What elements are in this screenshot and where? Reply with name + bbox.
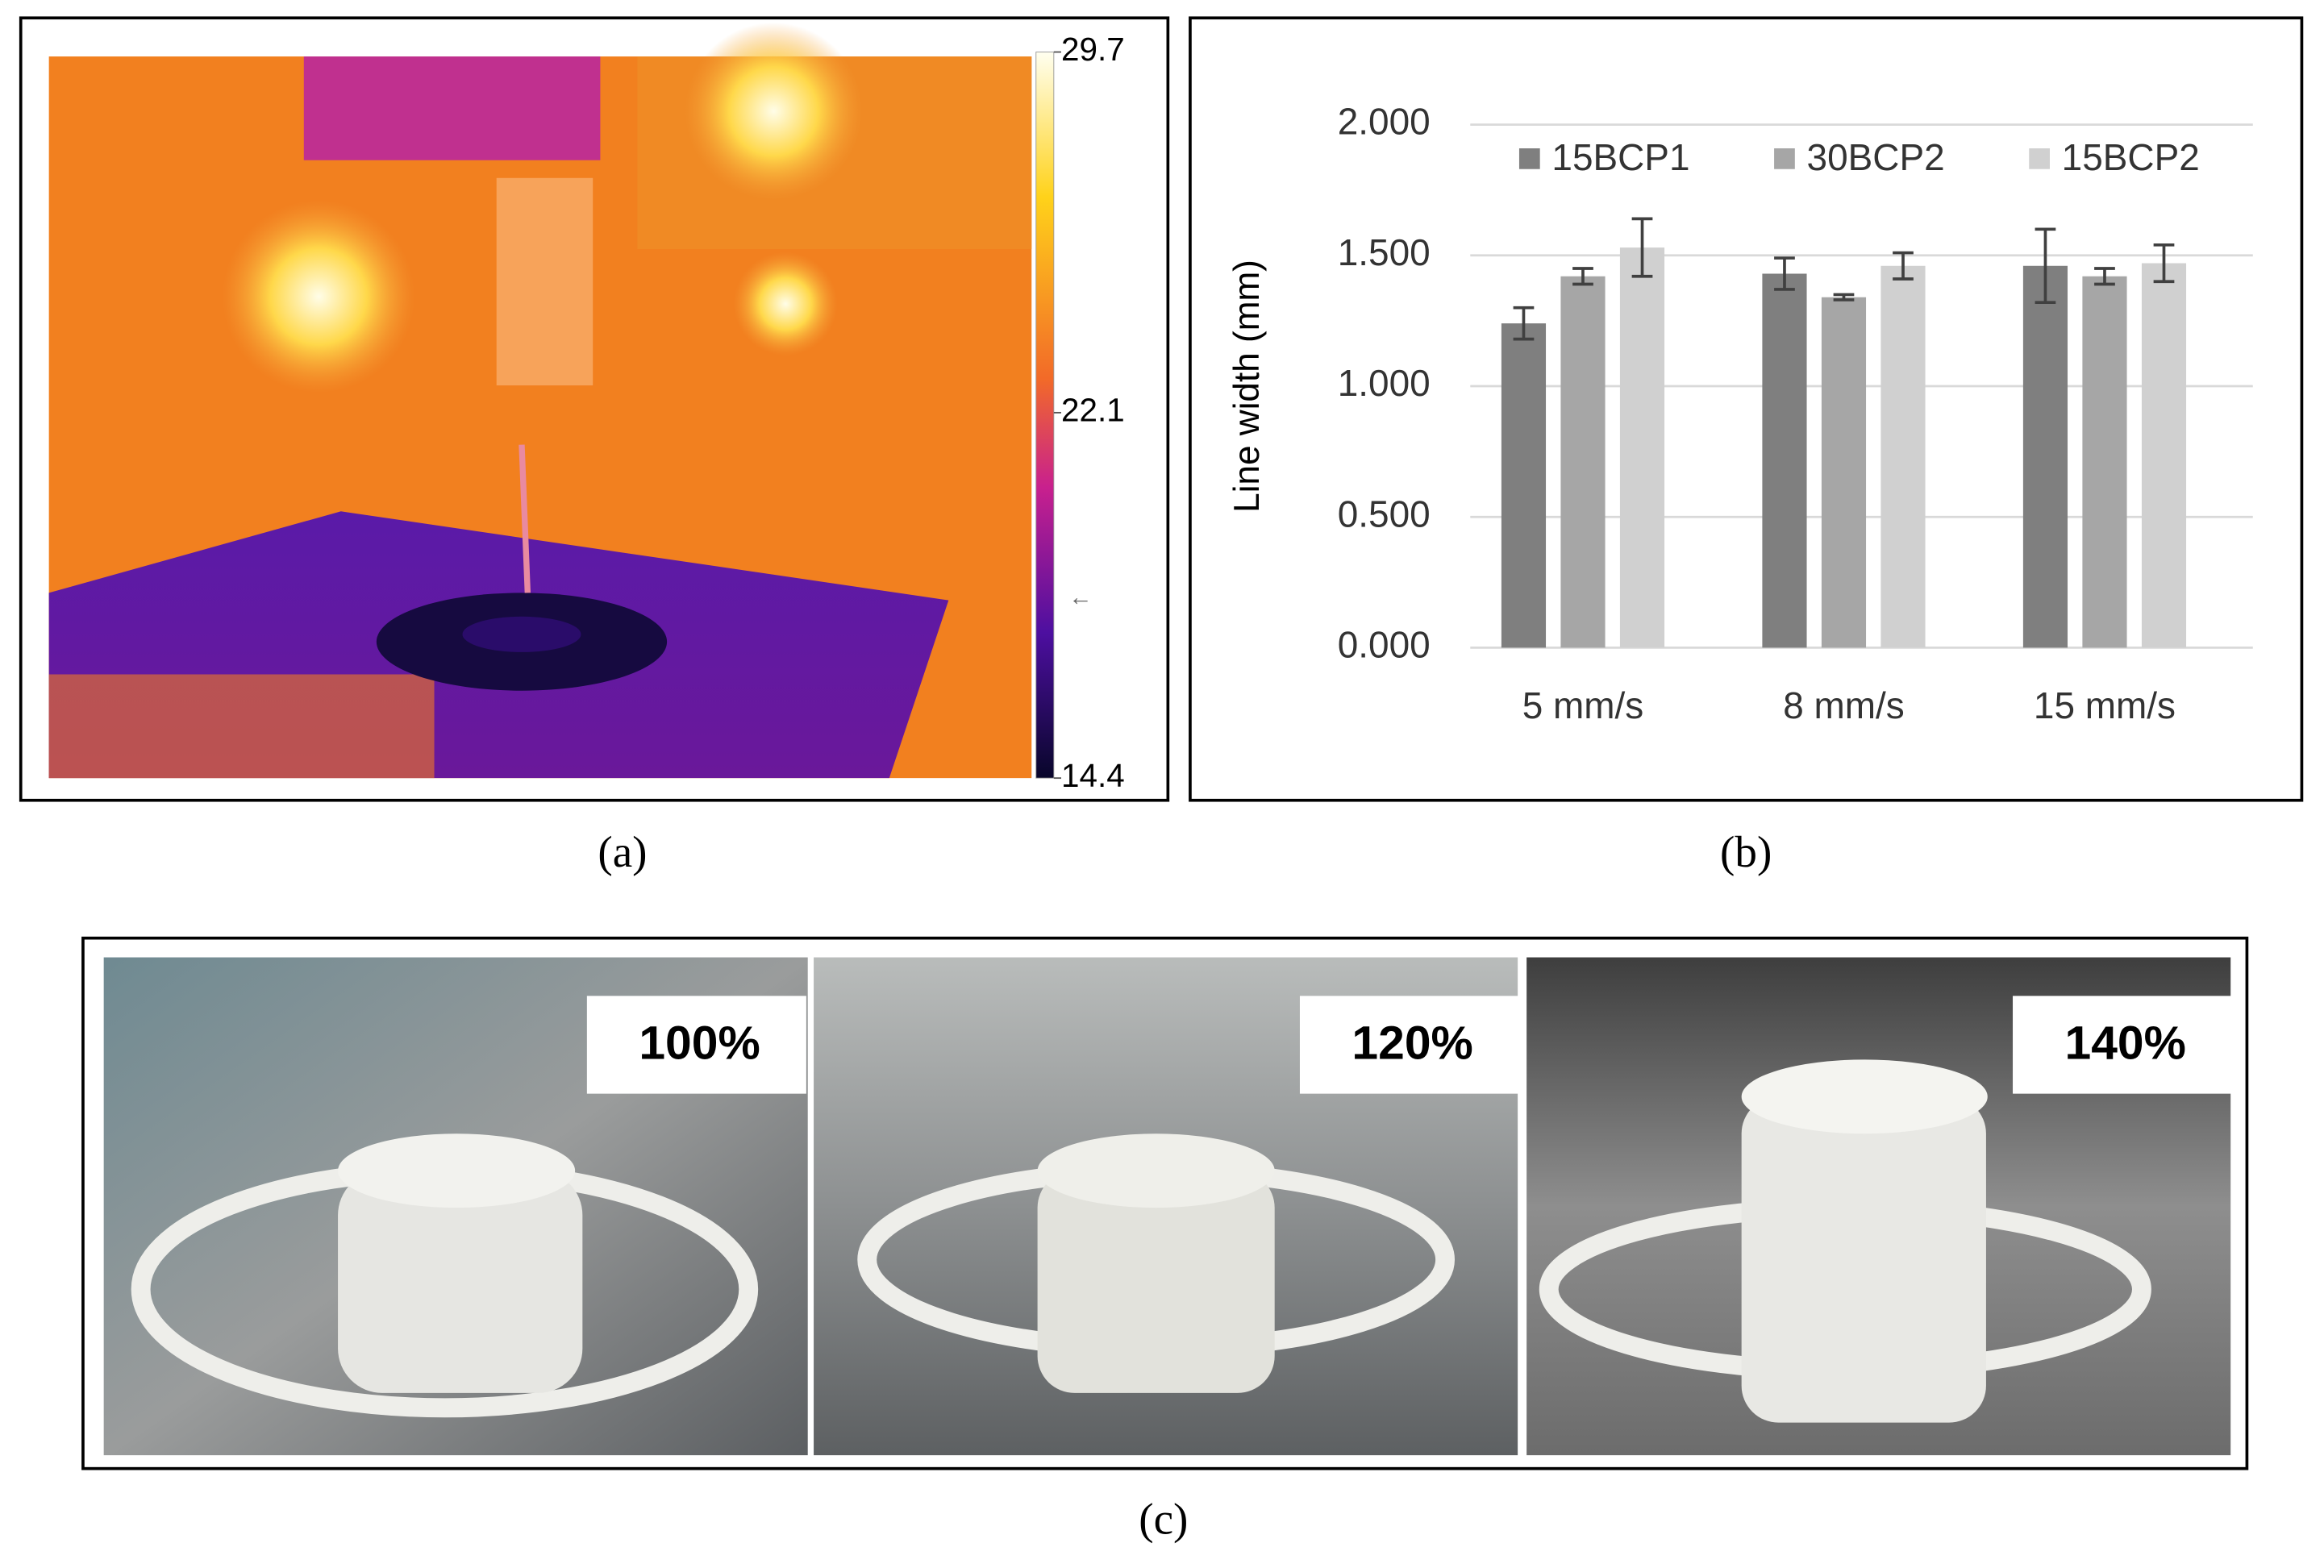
x-tick-label: 5 mm/s [1522, 684, 1644, 726]
bar [1762, 273, 1807, 648]
y-tick-label: 0.500 [1338, 493, 1431, 534]
bar-chart: 0.000 0.500 1.000 1.500 2.000 Line width (mm)… [1227, 101, 2253, 726]
bar [1501, 323, 1547, 648]
error-bar [2035, 227, 2056, 305]
label-box [2013, 996, 2233, 1094]
error-bar [1513, 306, 1535, 341]
legend-swatch [2029, 148, 2050, 169]
panel-frame [19, 16, 1170, 802]
y-tick-label: 1.000 [1338, 362, 1431, 404]
bar [1880, 265, 1926, 648]
colorbar-tick-label: 22.1 [1061, 392, 1125, 429]
bar [2141, 263, 2187, 648]
photo-labels: 100% 120% 140% [586, 996, 2233, 1094]
y-tick-label: 1.500 [1338, 231, 1431, 273]
y-tick-label: 2.000 [1338, 101, 1431, 143]
label-box [586, 996, 806, 1094]
photo-label: 120% [1352, 1017, 1472, 1069]
bar [1619, 247, 1665, 648]
legend-label: 15BCP2 [2062, 136, 2200, 178]
error-bar [1774, 256, 1795, 291]
panel-label: (a) [598, 827, 647, 876]
panel-frame [81, 936, 2249, 1470]
panel-frame [1189, 16, 2304, 802]
colorbar [1035, 52, 1055, 779]
x-tick-label: 15 mm/s [2034, 684, 2176, 726]
panel-label: (c) [1139, 1494, 1188, 1543]
bar [2082, 276, 2127, 648]
y-axis-title: Line width (mm) [1227, 260, 1267, 513]
colorbar-tick-label: 14.4 [1061, 757, 1125, 794]
error-bar [1631, 217, 1653, 278]
error-bar [1893, 251, 1914, 281]
legend-label: 15BCP1 [1551, 136, 1689, 178]
thermal-image [48, 22, 1032, 779]
bar [2022, 265, 2068, 648]
error-bar [2153, 243, 2175, 284]
colorbar-arrow: ← [1068, 584, 1092, 611]
colorbar-tick-label: 29.7 [1061, 31, 1125, 68]
error-bar [1572, 267, 1593, 286]
error-bar [1833, 293, 1855, 302]
legend-label: 30BCP2 [1807, 136, 1945, 178]
colorbar-ticks: 29.7 22.1 14.4 [1053, 31, 1125, 794]
photo-label: 140% [2065, 1017, 2186, 1069]
x-tick-label: 8 mm/s [1783, 684, 1905, 726]
photo-label: 100% [639, 1017, 760, 1069]
legend-swatch [1518, 148, 1540, 169]
legend-swatch [1774, 148, 1795, 169]
error-bar [2094, 267, 2115, 286]
y-tick-label: 0.000 [1338, 624, 1431, 666]
label-box [1299, 996, 1519, 1094]
bar [1821, 297, 1867, 648]
bar [1560, 276, 1606, 648]
panel-label: (b) [1720, 827, 1772, 876]
